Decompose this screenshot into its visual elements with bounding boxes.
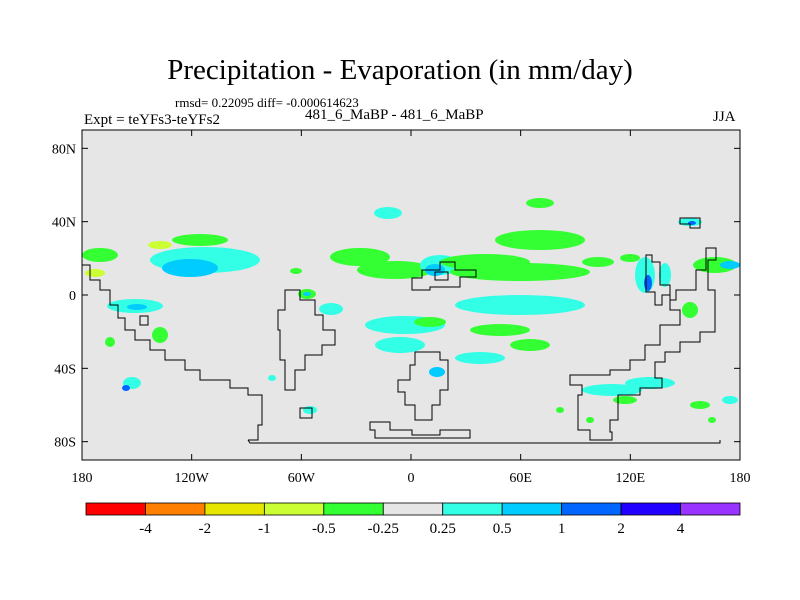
x-tick-label: 60W xyxy=(288,471,316,486)
season-label: JJA xyxy=(713,109,736,125)
colorbar-swatch xyxy=(442,502,503,516)
colorbar-label: -1 xyxy=(258,521,271,537)
y-tick-label: 80N xyxy=(52,142,76,157)
y-tick-label: 40S xyxy=(54,362,76,377)
colorbar: -4 -2 -1 -0.5 -0.25 0.25 0.5 1 2 4 xyxy=(85,502,741,537)
stats-text: rmsd= 0.22095 diff= -0.000614623 xyxy=(175,95,359,110)
y-tick-label: 0 xyxy=(69,289,76,304)
x-tick-label: 180 xyxy=(730,471,751,486)
colorbar-swatch xyxy=(501,502,563,516)
colorbar-swatch xyxy=(561,502,622,516)
y-tick-label: 80S xyxy=(54,436,76,451)
colorbar-label: -0.25 xyxy=(368,521,399,537)
experiment-label: Expt = teYFs3-teYFs2 xyxy=(84,112,220,128)
colorbar-swatch xyxy=(85,502,146,516)
colorbar-swatch xyxy=(263,502,325,516)
colorbar-swatch xyxy=(680,502,741,516)
colorbar-label: 0.5 xyxy=(493,521,512,537)
case-label: 481_6_MaBP - 481_6_MaBP xyxy=(305,107,484,123)
x-tick-label: 180 xyxy=(72,471,93,486)
y-tick-label: 40N xyxy=(52,216,76,231)
x-tick-label: 0 xyxy=(408,471,415,486)
x-tick-label: 120W xyxy=(175,471,210,486)
map-axes: 80N 40N 0 40S 80S 180 120W 60W 0 60E 120E 180 xyxy=(52,130,751,486)
continent-outlines xyxy=(82,217,721,444)
colorbar-label: -2 xyxy=(199,521,212,537)
colorbar-label: 4 xyxy=(677,521,685,537)
map-background xyxy=(82,130,740,460)
colorbar-swatch xyxy=(323,502,384,516)
x-tick-label: 60E xyxy=(509,471,532,486)
colorbar-swatch xyxy=(620,502,681,516)
x-tick-label: 120E xyxy=(616,471,646,486)
colorbar-swatch xyxy=(145,502,206,516)
colorbar-swatch xyxy=(382,502,444,516)
colorbar-label: -4 xyxy=(139,521,152,537)
colorbar-label: 2 xyxy=(617,521,625,537)
colorbar-label: 1 xyxy=(558,521,566,537)
colorbar-swatch xyxy=(204,502,265,516)
colorbar-label: -0.5 xyxy=(312,521,336,537)
plot-title: Precipitation - Evaporation (in mm/day) xyxy=(167,54,633,86)
colorbar-label: 0.25 xyxy=(430,521,456,537)
